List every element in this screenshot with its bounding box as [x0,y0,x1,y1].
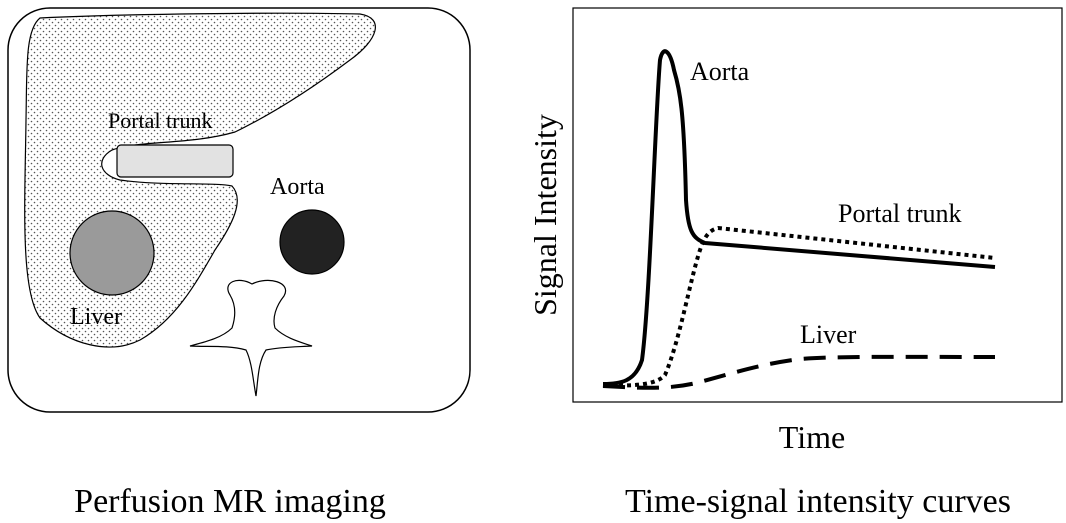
y-axis-label: Signal Intensity [527,114,563,316]
portal-trunk-label: Portal trunk [108,108,213,133]
liver-curve-label: Liver [800,320,857,349]
aorta-curve-label: Aorta [690,57,750,86]
liver-label: Liver [70,304,122,330]
aorta-roi [280,210,344,274]
right-caption: Time-signal intensity curves [625,483,1011,520]
x-axis-label: Time [779,419,845,455]
left-caption: Perfusion MR imaging [74,483,386,520]
aorta-label: Aorta [270,174,325,200]
liver-roi [70,211,154,295]
portal-trunk-curve-label: Portal trunk [838,199,962,228]
portal-trunk-shape [117,145,233,177]
figure: Portal trunk Aorta Liver Perfusion MR im… [0,0,1066,523]
